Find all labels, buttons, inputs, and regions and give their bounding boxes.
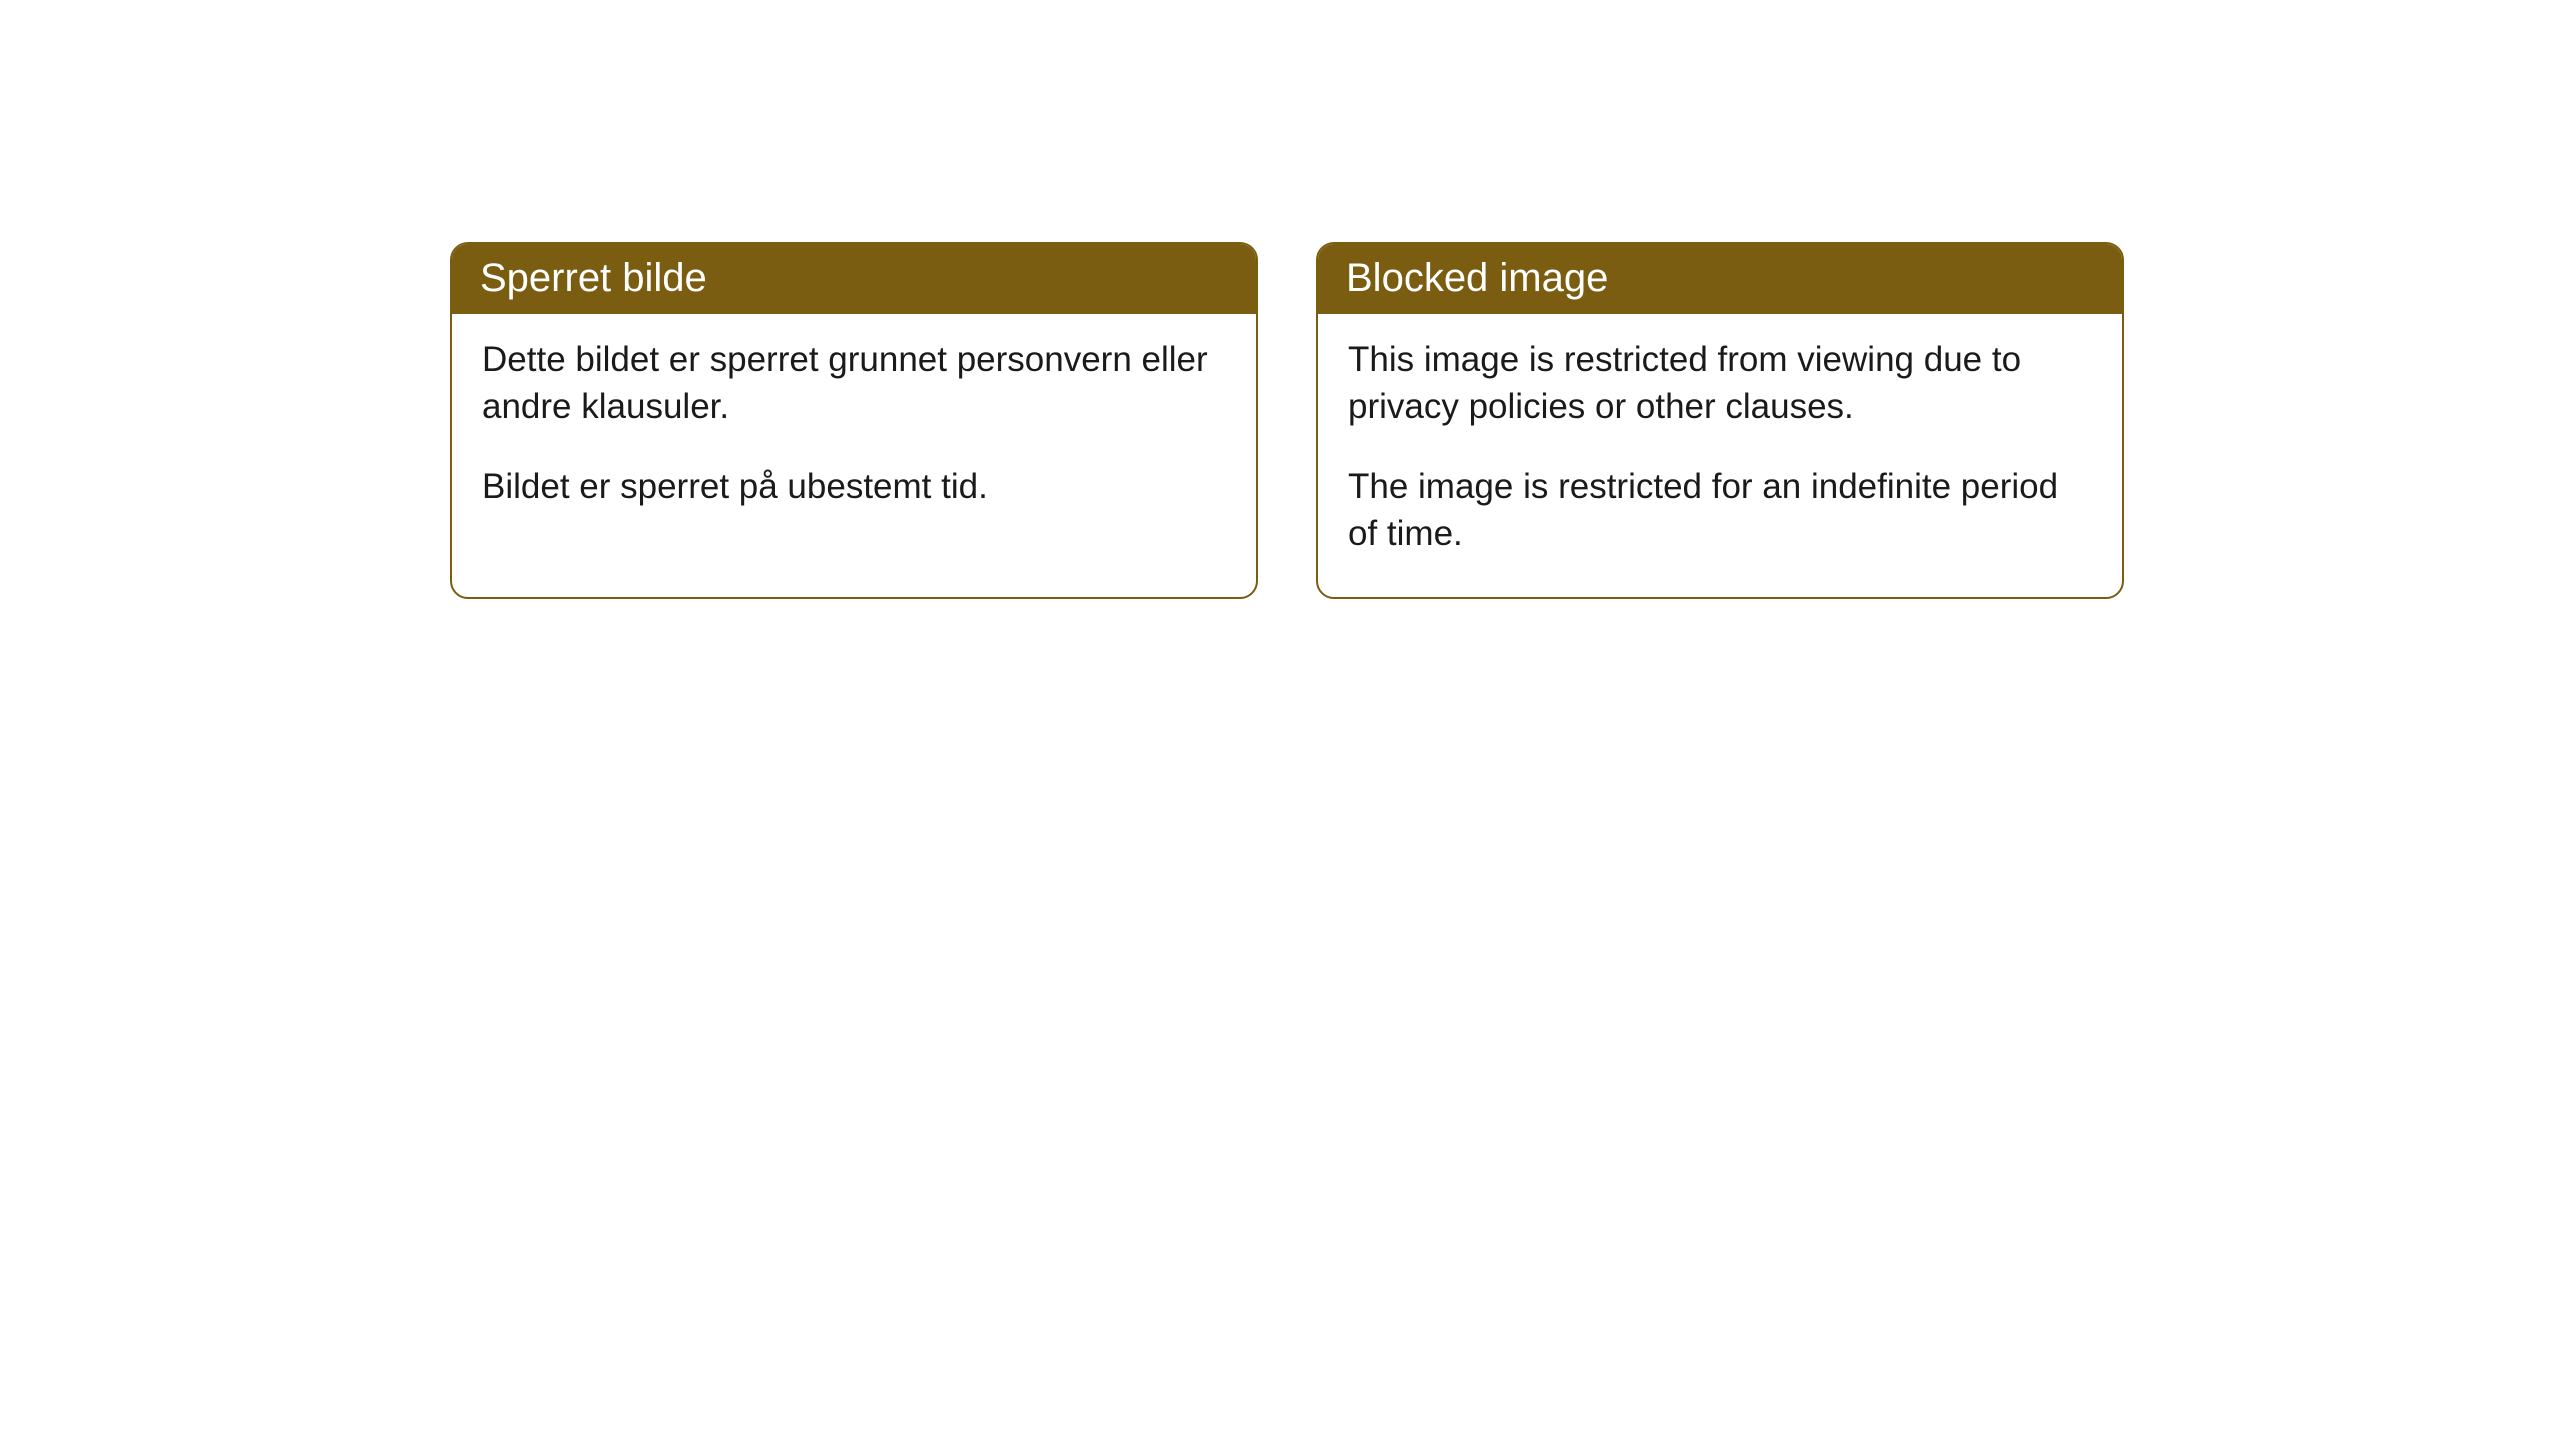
blocked-image-card-norwegian: Sperret bilde Dette bildet er sperret gr… xyxy=(450,242,1258,599)
card-header: Blocked image xyxy=(1318,244,2122,314)
card-header: Sperret bilde xyxy=(452,244,1256,314)
card-paragraph-2: Bildet er sperret på ubestemt tid. xyxy=(482,463,1226,510)
notice-cards-container: Sperret bilde Dette bildet er sperret gr… xyxy=(450,242,2124,599)
card-body: Dette bildet er sperret grunnet personve… xyxy=(452,314,1256,550)
card-body: This image is restricted from viewing du… xyxy=(1318,314,2122,597)
card-paragraph-1: Dette bildet er sperret grunnet personve… xyxy=(482,336,1226,431)
blocked-image-card-english: Blocked image This image is restricted f… xyxy=(1316,242,2124,599)
card-paragraph-1: This image is restricted from viewing du… xyxy=(1348,336,2092,431)
card-paragraph-2: The image is restricted for an indefinit… xyxy=(1348,463,2092,558)
